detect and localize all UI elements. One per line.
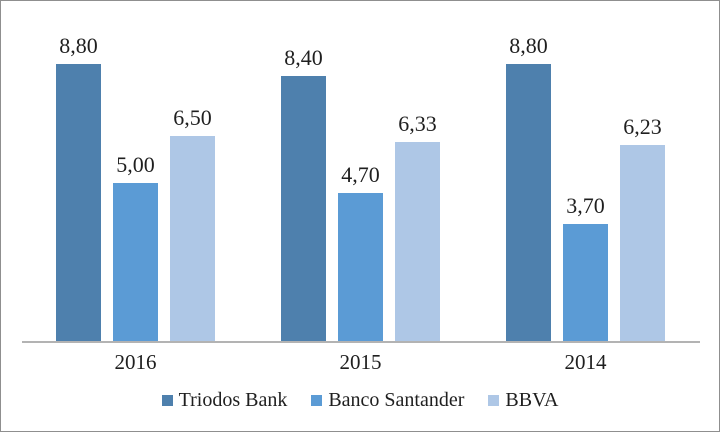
x-axis-label-2016: 2016 <box>114 350 157 374</box>
legend-swatch-icon <box>488 394 500 406</box>
bar-bbva-2015 <box>395 142 440 341</box>
bar-banco-santander-2014 <box>563 224 608 341</box>
x-axis-label-2014: 2014 <box>564 350 607 374</box>
bar-banco-santander-2016 <box>113 183 158 341</box>
bar-value-label: 8,40 <box>284 45 323 70</box>
bar-triodos-bank-2014 <box>506 64 551 341</box>
bar-value-label: 6,23 <box>623 114 662 139</box>
legend-label: BBVA <box>505 389 559 411</box>
bar-value-label: 6,33 <box>398 111 437 136</box>
legend-label: Banco Santander <box>328 389 465 411</box>
bar-value-label: 5,00 <box>116 152 155 177</box>
bar-value-label: 3,70 <box>566 193 605 218</box>
bar-value-label: 6,50 <box>173 105 212 130</box>
bar-triodos-bank-2016 <box>56 64 101 341</box>
legend-swatch-icon <box>311 394 323 406</box>
legend-item-bbva: BBVA <box>488 388 558 412</box>
bar-value-label: 8,80 <box>509 33 548 58</box>
legend-item-banco-santander: Banco Santander <box>311 388 464 412</box>
legend-label: Triodos Bank <box>178 389 288 411</box>
x-axis-label-2015: 2015 <box>339 350 382 374</box>
bar-bbva-2014 <box>620 145 665 341</box>
chart-legend: Triodos Bank Banco Santander BBVA <box>1 388 719 412</box>
bar-bbva-2016 <box>170 136 215 341</box>
bar-banco-santander-2015 <box>338 193 383 341</box>
bar-triodos-bank-2015 <box>281 76 326 341</box>
legend-swatch-icon <box>161 394 173 406</box>
bar-value-label: 4,70 <box>341 162 380 187</box>
x-axis-line <box>22 341 700 343</box>
bar-value-label: 8,80 <box>59 33 98 58</box>
legend-item-triodos-bank: Triodos Bank <box>161 388 288 412</box>
